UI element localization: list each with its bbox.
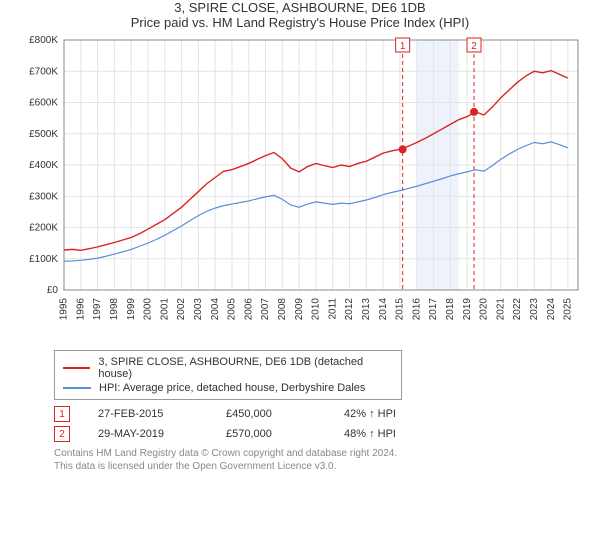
legend-swatch (63, 367, 90, 369)
legend-label: HPI: Average price, detached house, Derb… (99, 382, 365, 394)
svg-text:£100K: £100K (29, 254, 58, 265)
price-vs-hpi-chart: £0 £100K £200K £300K £400K £500K £600K £700K £80… (10, 34, 590, 344)
svg-text:2012: 2012 (344, 298, 355, 321)
svg-text:2011: 2011 (327, 298, 338, 320)
transaction-marker: 1 (54, 406, 70, 422)
svg-text:2025: 2025 (563, 298, 574, 321)
svg-text:£400K: £400K (29, 160, 58, 171)
svg-text:2005: 2005 (227, 298, 238, 321)
transaction-delta: 42% ↑ HPI (344, 408, 454, 420)
legend-row: HPI: Average price, detached house, Derb… (63, 381, 393, 395)
svg-text:2: 2 (471, 41, 477, 52)
svg-text:1995: 1995 (59, 298, 70, 321)
chart-title-address: 3, SPIRE CLOSE, ASHBOURNE, DE6 1DB (0, 0, 600, 15)
transaction-row: 2 29-MAY-2019 £570,000 48% ↑ HPI (54, 424, 600, 444)
svg-text:£800K: £800K (29, 35, 58, 46)
svg-text:2022: 2022 (512, 298, 523, 321)
svg-text:2007: 2007 (260, 298, 271, 321)
svg-text:2024: 2024 (546, 298, 557, 321)
footer-attribution: Contains HM Land Registry data © Crown c… (54, 448, 600, 473)
svg-text:2019: 2019 (462, 298, 473, 321)
svg-text:2018: 2018 (445, 298, 456, 321)
transaction-date: 27-FEB-2015 (98, 408, 198, 420)
svg-text:2020: 2020 (479, 298, 490, 321)
legend-swatch (63, 387, 91, 389)
transaction-date: 29-MAY-2019 (98, 428, 198, 440)
svg-text:1996: 1996 (75, 298, 86, 321)
transaction-delta: 48% ↑ HPI (344, 428, 454, 440)
svg-text:2015: 2015 (395, 298, 406, 321)
svg-text:2001: 2001 (159, 298, 170, 321)
svg-text:2008: 2008 (277, 298, 288, 321)
transaction-price: £570,000 (226, 428, 316, 440)
svg-text:2016: 2016 (411, 298, 422, 321)
transaction-marker: 2 (54, 426, 70, 442)
svg-text:2002: 2002 (176, 298, 187, 321)
svg-text:2003: 2003 (193, 298, 204, 321)
legend: 3, SPIRE CLOSE, ASHBOURNE, DE6 1DB (deta… (54, 350, 402, 400)
transaction-row: 1 27-FEB-2015 £450,000 42% ↑ HPI (54, 404, 600, 424)
svg-text:2004: 2004 (210, 298, 221, 321)
svg-text:2013: 2013 (361, 298, 372, 321)
svg-text:2017: 2017 (428, 298, 439, 321)
svg-text:£500K: £500K (29, 129, 58, 140)
svg-text:£700K: £700K (29, 66, 58, 77)
svg-text:£0: £0 (47, 285, 59, 296)
svg-text:2010: 2010 (311, 298, 322, 321)
svg-text:1999: 1999 (126, 298, 137, 321)
svg-text:2014: 2014 (378, 298, 389, 321)
transaction-price: £450,000 (226, 408, 316, 420)
legend-label: 3, SPIRE CLOSE, ASHBOURNE, DE6 1DB (deta… (98, 356, 393, 380)
svg-text:2000: 2000 (143, 298, 154, 321)
svg-text:£200K: £200K (29, 223, 58, 234)
svg-text:2009: 2009 (294, 298, 305, 321)
chart-title-subtitle: Price paid vs. HM Land Registry's House … (0, 15, 600, 30)
footer-line: Contains HM Land Registry data © Crown c… (54, 448, 600, 461)
legend-row: 3, SPIRE CLOSE, ASHBOURNE, DE6 1DB (deta… (63, 355, 393, 381)
svg-text:1997: 1997 (92, 298, 103, 321)
svg-text:£600K: £600K (29, 98, 58, 109)
svg-text:2021: 2021 (495, 298, 506, 321)
footer-line: This data is licensed under the Open Gov… (54, 461, 600, 474)
transactions-table: 1 27-FEB-2015 £450,000 42% ↑ HPI 2 29-MA… (54, 404, 600, 444)
svg-text:1998: 1998 (109, 298, 120, 321)
svg-text:1: 1 (400, 41, 406, 52)
svg-text:£300K: £300K (29, 191, 58, 202)
svg-text:2006: 2006 (243, 298, 254, 321)
svg-text:2023: 2023 (529, 298, 540, 321)
